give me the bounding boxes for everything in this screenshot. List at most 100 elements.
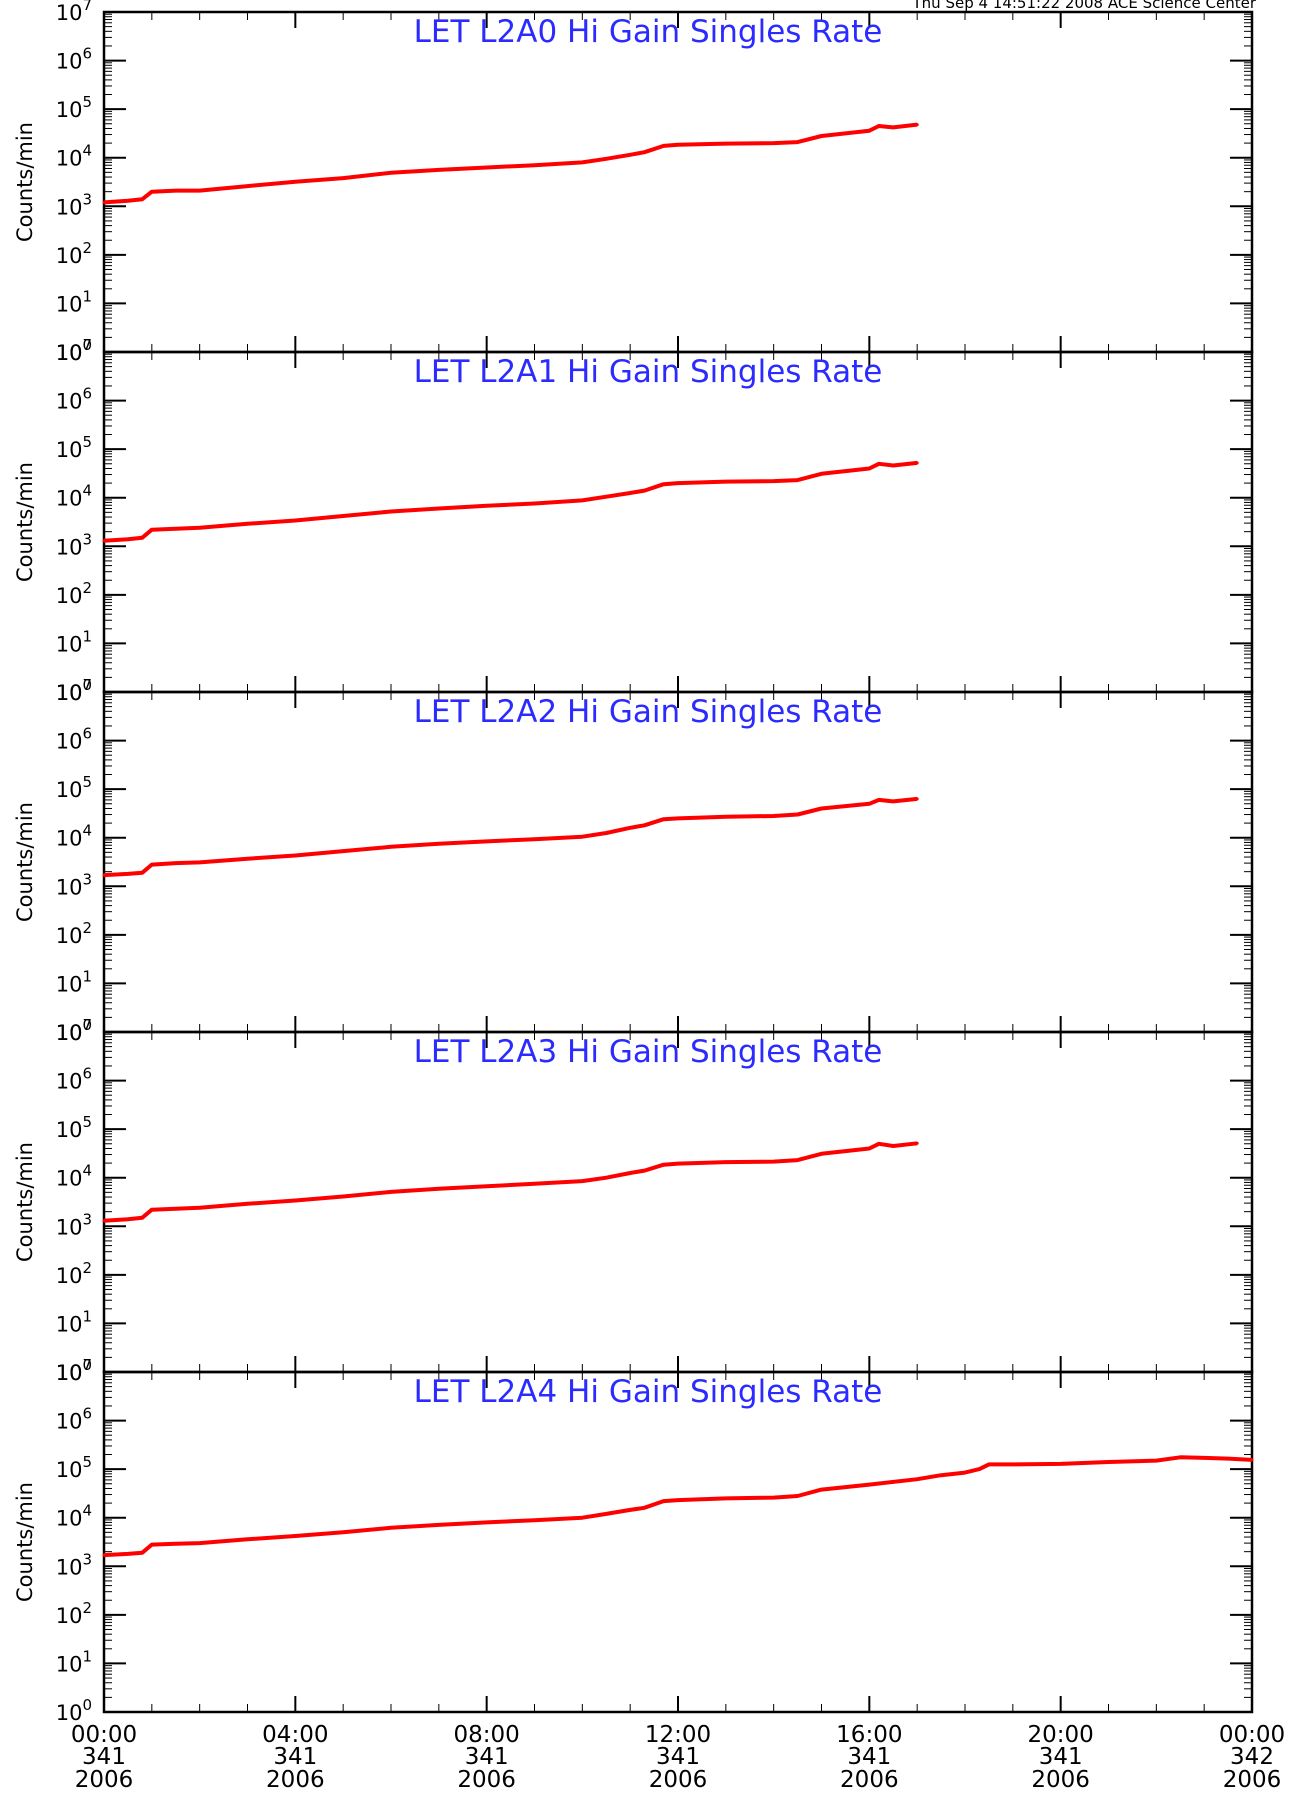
y-tick-label: 102 — [56, 239, 92, 268]
data-point — [662, 144, 665, 147]
data-point — [342, 515, 345, 518]
data-point — [174, 862, 177, 865]
data-point — [724, 1497, 727, 1500]
x-tick-year: 2006 — [75, 1767, 134, 1793]
y-tick-label: 104 — [56, 1162, 92, 1191]
data-point — [126, 1552, 129, 1555]
data-point — [294, 1535, 297, 1538]
data-point — [485, 840, 488, 843]
data-point — [342, 1195, 345, 1198]
data-point — [662, 1163, 665, 1166]
panel-0: 100 101 102 103 104 105 106 107 Counts/min LET L2… — [13, 0, 1252, 365]
data-point — [877, 798, 880, 801]
y-tick-label: 103 — [56, 1550, 92, 1579]
data-point — [294, 854, 297, 857]
data-point — [246, 1202, 249, 1205]
panel-3: 100 101 102 103 104 105 106 107 Counts/min LET L2… — [13, 1016, 1252, 1385]
panel-title: LET L2A0 Hi Gain Singles Rate — [414, 14, 883, 50]
data-point — [126, 872, 129, 875]
data-point — [662, 1500, 665, 1503]
data-point — [820, 472, 823, 475]
data-point — [103, 539, 106, 542]
data-point — [662, 483, 665, 486]
data-point — [796, 479, 799, 482]
data-point — [605, 157, 608, 160]
data-point — [1107, 1461, 1110, 1464]
data-point — [126, 538, 129, 541]
x-tick-year: 2006 — [266, 1767, 325, 1793]
data-point — [437, 1523, 440, 1526]
y-axis-label: Counts/min — [13, 462, 37, 582]
data-point — [772, 480, 775, 483]
y-tick-label: 107 — [56, 1016, 92, 1045]
data-point — [724, 1161, 727, 1164]
data-point — [629, 153, 632, 156]
data-point — [533, 164, 536, 167]
y-tick-label: 103 — [56, 1210, 92, 1239]
data-point — [1011, 1463, 1014, 1466]
data-point — [1179, 1456, 1182, 1459]
x-tick-year: 2006 — [457, 1767, 516, 1793]
data-point — [390, 1526, 393, 1529]
y-tick-label: 103 — [56, 530, 92, 559]
y-tick-label: 101 — [56, 967, 92, 996]
y-tick-label: 105 — [56, 773, 92, 802]
data-point — [174, 1207, 177, 1210]
data-point — [174, 1542, 177, 1545]
data-point — [141, 1551, 144, 1554]
series-line — [104, 799, 917, 875]
data-point — [820, 1152, 823, 1155]
data-point — [174, 527, 177, 530]
data-point — [485, 1521, 488, 1524]
y-tick-label: 101 — [56, 627, 92, 656]
data-point — [629, 1172, 632, 1175]
data-point — [877, 1142, 880, 1145]
data-point — [677, 1499, 680, 1502]
data-point — [1227, 1457, 1230, 1460]
data-point — [198, 1206, 201, 1209]
data-point — [342, 850, 345, 853]
y-axis-label: Counts/min — [13, 122, 37, 242]
data-point — [103, 201, 106, 204]
data-point — [916, 797, 919, 800]
data-point — [342, 1531, 345, 1534]
y-tick-label: 104 — [56, 482, 92, 511]
data-point — [581, 835, 584, 838]
panel-1: 100101102103104105106107Counts/minLET L2… — [13, 336, 1252, 705]
data-point — [246, 185, 249, 188]
data-point — [868, 129, 871, 132]
y-tick-label: 104 — [56, 1502, 92, 1531]
data-point — [246, 522, 249, 525]
data-point — [533, 1182, 536, 1185]
panel-title: LET L2A4 Hi Gain Singles Rate — [414, 1374, 883, 1410]
data-point — [796, 141, 799, 144]
data-point — [772, 1496, 775, 1499]
y-tick-label: 102 — [56, 1599, 92, 1628]
data-point — [246, 857, 249, 860]
data-point — [892, 1145, 895, 1148]
data-point — [437, 842, 440, 845]
data-point — [820, 135, 823, 138]
series-line — [104, 463, 917, 541]
y-tick-label: 105 — [56, 93, 92, 122]
y-tick-label: 103 — [56, 190, 92, 219]
data-point — [390, 510, 393, 513]
data-point — [294, 180, 297, 183]
panel-title: LET L2A1 Hi Gain Singles Rate — [414, 354, 883, 390]
data-point — [533, 502, 536, 505]
y-tick-label: 102 — [56, 1259, 92, 1288]
y-tick-label: 105 — [56, 1453, 92, 1482]
data-point — [877, 462, 880, 465]
panel-2: 100 101 102 103 104 105 106 107 Counts/min LET L2… — [13, 676, 1252, 1045]
data-point — [820, 1488, 823, 1491]
y-tick-label: 107 — [56, 0, 92, 25]
data-point — [629, 1508, 632, 1511]
data-point — [916, 1478, 919, 1481]
series-line — [104, 1457, 1252, 1555]
data-point — [643, 824, 646, 827]
y-tick-label: 101 — [56, 1307, 92, 1336]
y-tick-label: 106 — [56, 1405, 92, 1434]
